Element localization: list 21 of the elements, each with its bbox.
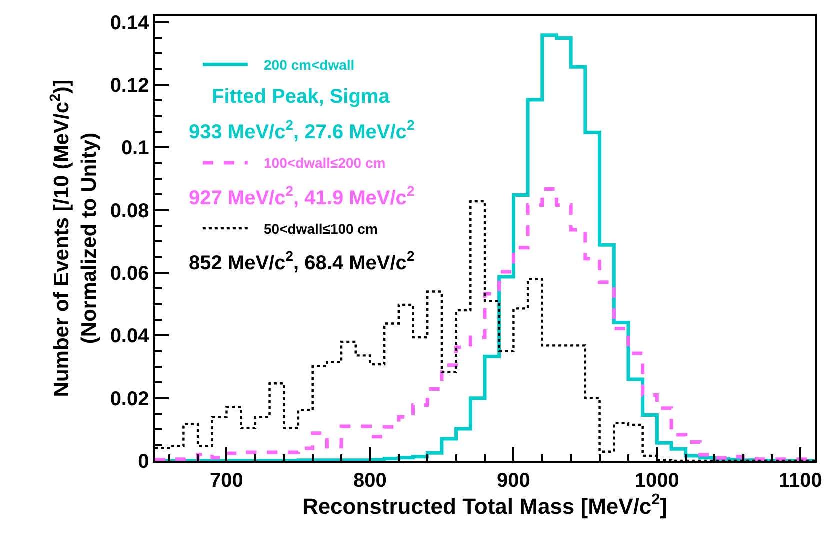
y-tick-label: 0 (138, 451, 150, 473)
x-axis-title: Reconstructed Total Mass [MeV/c$^{2}$] (302, 492, 668, 519)
x-tick-label: 1100 (778, 470, 822, 492)
y-tick-label: 0.12 (110, 74, 150, 97)
annotation: 852 MeV/c$^{2}$, 68.4 MeV/c$^{2}$ (189, 248, 415, 274)
annotation: 933 MeV/c$^{2}$, 27.6 MeV/c$^{2}$ (189, 117, 415, 144)
y-tick-label: 0.04 (110, 326, 150, 348)
x-tick-label: 1000 (634, 470, 680, 492)
annotation: 927 MeV/c$^{2}$, 41.9 MeV/c$^{2}$ (189, 183, 415, 210)
y-tick-label: 0.14 (110, 12, 150, 34)
legend-label: 200 cm<dwall (264, 57, 355, 73)
x-tick-label: 700 (210, 470, 244, 492)
x-tick-label: 800 (354, 470, 387, 492)
y-tick-label: 0.08 (110, 200, 150, 222)
y-tick-label: 0.06 (110, 262, 150, 285)
legend-label: 50<dwall≤100 cm (264, 221, 378, 237)
legend-label: 100<dwall≤200 cm (264, 155, 386, 171)
annotation: Fitted Peak, Sigma (212, 86, 391, 108)
y-tick-label: 0.02 (110, 388, 150, 410)
x-tick-label: 900 (497, 470, 530, 492)
y-tick-label: 0.1 (121, 138, 150, 160)
